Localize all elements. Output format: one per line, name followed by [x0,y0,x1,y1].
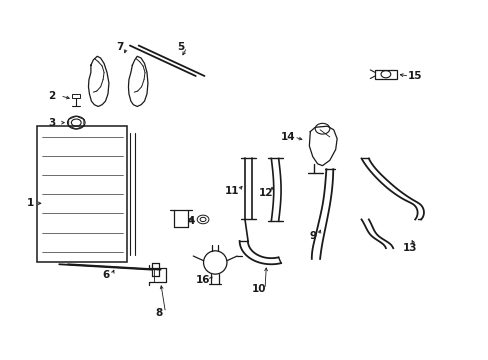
Text: 3: 3 [48,118,56,128]
Text: 10: 10 [251,284,266,294]
Text: 9: 9 [308,231,316,240]
Bar [37,126,127,262]
Text: 14: 14 [281,132,295,142]
Text: 5: 5 [177,42,184,52]
Text: 8: 8 [155,308,163,318]
Text: 11: 11 [224,186,239,196]
Text: 1: 1 [26,198,34,208]
Text: 13: 13 [402,243,417,253]
Text: 7: 7 [116,42,123,52]
Text: 4: 4 [187,216,194,226]
Text: 2: 2 [48,91,56,101]
Text: 12: 12 [259,188,273,198]
Text: 15: 15 [407,71,422,81]
Bar [72,94,80,98]
Text: 16: 16 [195,275,210,285]
Bar [374,70,396,78]
Text: 6: 6 [102,270,109,280]
